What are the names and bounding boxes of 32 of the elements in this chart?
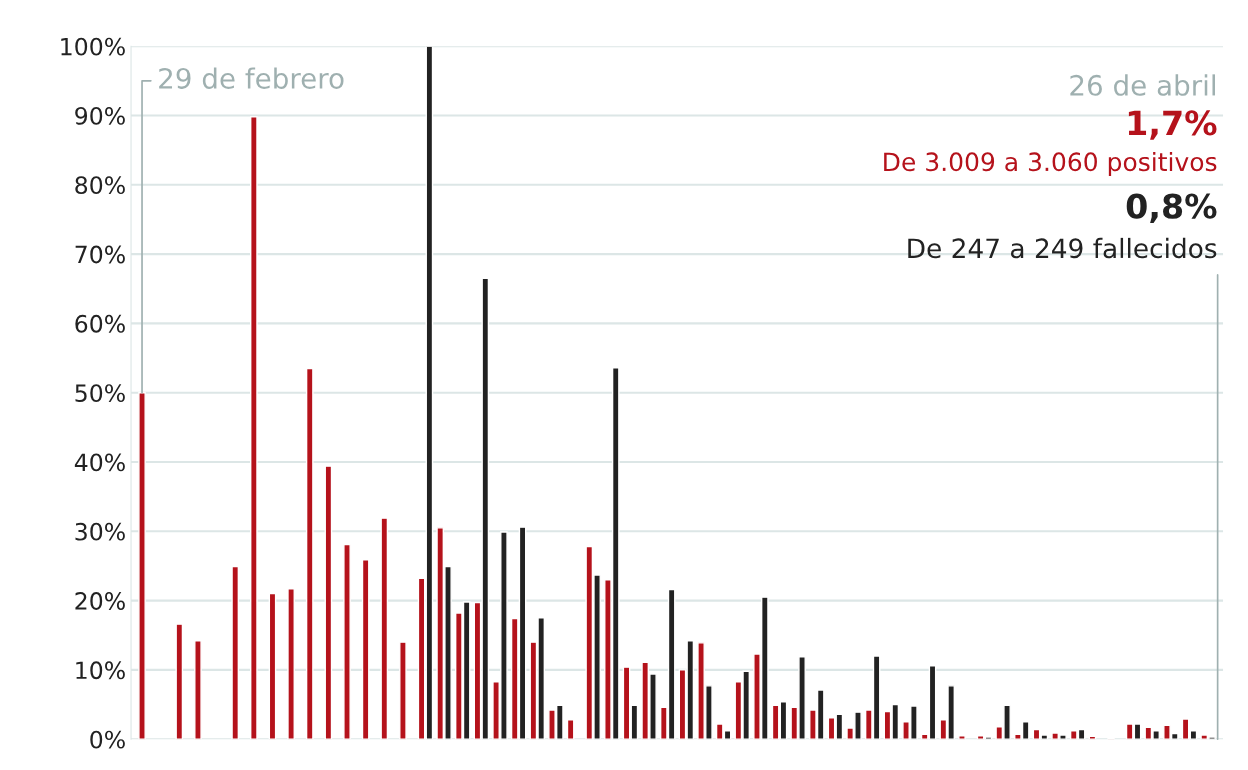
bar (399, 641, 407, 740)
y-tick-label: 70% (75, 245, 125, 264)
y-tick-label: 90% (75, 106, 125, 125)
bar (380, 517, 389, 740)
y-tick-label: 20% (75, 592, 125, 610)
bar (566, 719, 575, 740)
annotation: 26 de abril (1070, 74, 1215, 96)
annotation: 0,8% (1126, 193, 1217, 223)
annotation: De 3.009 a 3.060 positivos (884, 151, 1217, 177)
bar (958, 735, 966, 740)
y-tick-label: 100% (61, 37, 125, 56)
annotation: 29 de febrero (159, 67, 344, 89)
bar (343, 543, 351, 740)
bar (361, 559, 370, 740)
bar (305, 367, 314, 740)
y-tick-label: 10% (76, 661, 125, 680)
bar (324, 465, 333, 740)
y-tick-label: 30% (75, 522, 125, 541)
y-tick-label: 0% (90, 730, 125, 749)
annotation: De 247 a 249 fallecidos (908, 237, 1217, 259)
bar (287, 588, 295, 740)
bar (138, 392, 146, 740)
bar (194, 640, 202, 740)
y-tick-label: 60% (75, 314, 125, 333)
y-tick-label: 40% (74, 453, 125, 472)
bar (268, 592, 277, 740)
bar (175, 623, 184, 740)
bar (250, 116, 258, 740)
y-tick-label: 80% (75, 176, 125, 195)
bar (231, 565, 240, 740)
y-tick-label: 50% (75, 384, 125, 403)
annotation: 1,7% (1128, 110, 1217, 140)
